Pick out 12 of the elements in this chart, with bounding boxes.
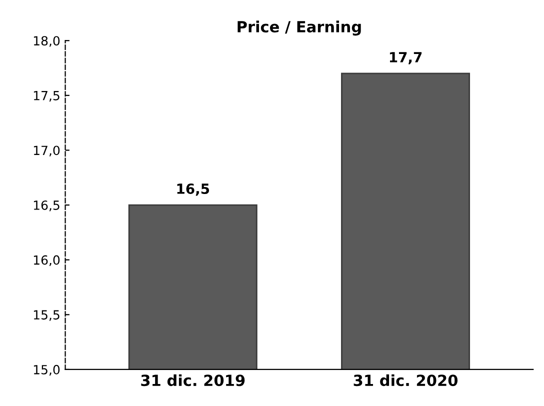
- data-label: 17,7: [390, 52, 422, 64]
- y-tick-label: 17,0: [34, 146, 60, 156]
- y-tick-label: 16,0: [34, 255, 60, 266]
- y-tick-label: 17,5: [34, 91, 60, 102]
- y-tick-label: 15,5: [34, 310, 60, 321]
- y-tick-label: 15,0: [34, 364, 60, 376]
- chart-title: Price / Earning: [238, 20, 361, 36]
- y-tick-label: 18,0: [34, 36, 60, 47]
- data-label: 16,5: [177, 184, 210, 196]
- x-tick-label: 31 dic. 2019: [141, 374, 245, 386]
- x-tick-label: 31 dic. 2020: [354, 374, 458, 386]
- y-tick-label: 16,5: [34, 200, 60, 212]
